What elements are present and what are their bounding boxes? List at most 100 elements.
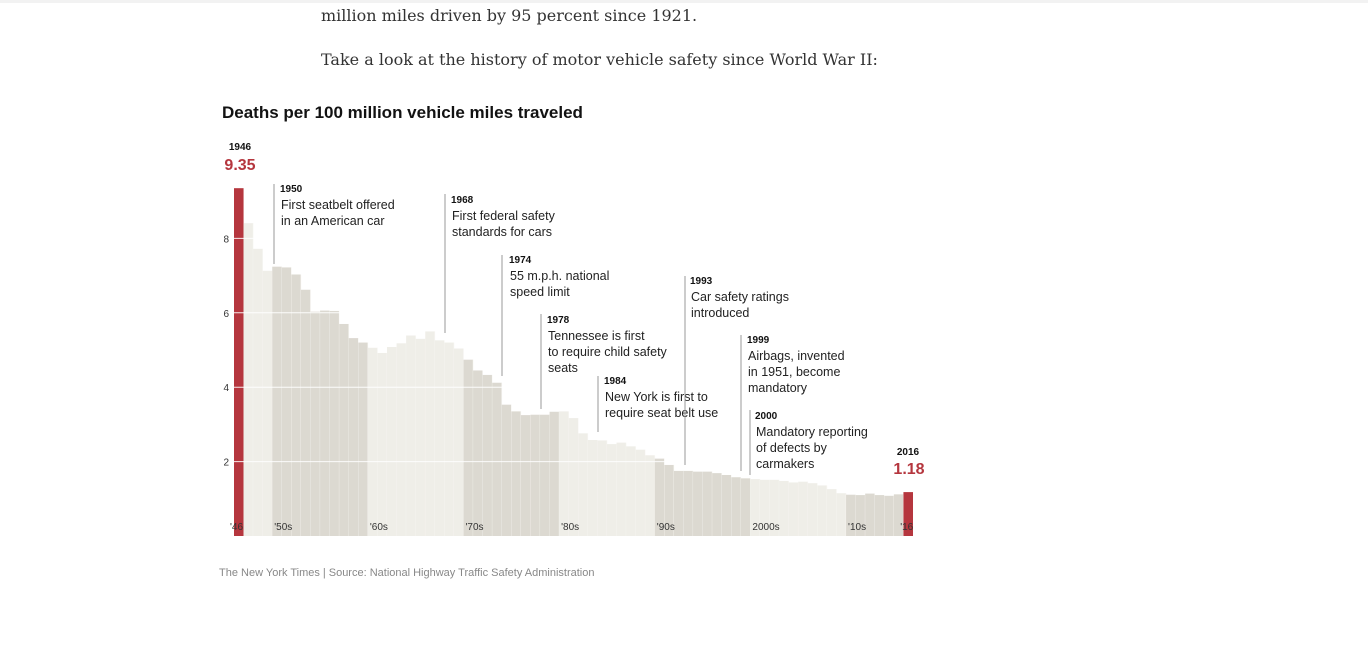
- bar-1963: [396, 343, 407, 536]
- annotation-year: 2000: [755, 411, 778, 422]
- bar-1951: [281, 267, 292, 536]
- annotation-text: speed limit: [510, 285, 570, 299]
- highlight-labels: 1946 9.35 2016 1.18: [224, 142, 924, 478]
- x-tick-label: '70s: [466, 522, 484, 533]
- bar-1950: [272, 266, 282, 536]
- annotation-text: Car safety ratings: [691, 290, 789, 304]
- bar-1946: [234, 188, 244, 536]
- bar-1999: [740, 478, 751, 536]
- bar-1956: [329, 310, 340, 536]
- bar-1998: [731, 477, 741, 536]
- bar-1985: [606, 444, 617, 536]
- annotation-1968: 1968 First federal safety standards for ca…: [444, 194, 556, 333]
- bar-1981: [568, 418, 579, 536]
- bar-1969: [453, 348, 464, 536]
- bar-1955: [320, 310, 330, 536]
- article-paragraph: million miles driven by 95 percent since…: [321, 6, 698, 25]
- bar-1953: [300, 289, 311, 536]
- bar-1965: [415, 338, 426, 536]
- bar-2003: [779, 480, 789, 536]
- bar-2015: [893, 494, 904, 536]
- bar-1957: [339, 323, 349, 536]
- bar-1948: [253, 248, 263, 536]
- annotation-text: introduced: [691, 306, 749, 320]
- x-axis-labels: '46 '50s '60s '70s '80s '90s 2000s '10s '16: [230, 522, 914, 533]
- bar-1987: [626, 446, 636, 536]
- x-tick-label: '60s: [370, 522, 388, 533]
- annotation-year: 1984: [604, 376, 627, 387]
- bar-1949: [262, 270, 273, 536]
- credit-publisher: The New York Times: [219, 567, 320, 579]
- x-tick-label: '80s: [561, 522, 579, 533]
- bar-2005: [798, 481, 808, 536]
- annotation-text: Tennessee is first: [548, 329, 645, 343]
- article-paragraph-intro: Take a look at the history of motor vehi…: [321, 50, 878, 69]
- chart-credit: The New York Times | Source: National High…: [219, 567, 595, 579]
- annotation-1999: 1999 Airbags, invented in 1951, become mand…: [740, 335, 845, 471]
- bar-1980: [559, 411, 569, 536]
- y-grid: 2 4 6 8: [223, 234, 913, 469]
- bar-2013: [874, 495, 885, 536]
- annotation-year: 1993: [690, 276, 713, 287]
- annotations: 1950 First seatbelt offered in an American…: [273, 184, 868, 475]
- annotation-text: require seat belt use: [605, 406, 718, 420]
- bar-1984: [597, 440, 607, 536]
- annotation-year: 1950: [280, 184, 303, 195]
- annotation-1950: 1950 First seatbelt offered in an American…: [273, 184, 395, 264]
- bar-1988: [635, 449, 646, 536]
- annotation-text: New York is first to: [605, 390, 708, 404]
- bar-2006: [807, 483, 818, 536]
- highlight-year: 1946: [229, 142, 252, 153]
- bar-1971: [473, 370, 483, 536]
- bar-2016: [903, 492, 913, 536]
- annotation-text: First seatbelt offered: [281, 198, 395, 212]
- x-tick-label: '10s: [848, 522, 866, 533]
- annotation-2000: 2000 Mandatory reporting of defects by carm…: [749, 410, 868, 475]
- bar-1958: [348, 338, 359, 536]
- annotation-text: Airbags, invented: [748, 349, 845, 363]
- bar-1992: [673, 470, 684, 536]
- annotation-text: in an American car: [281, 214, 385, 228]
- annotation-1974: 1974 55 m.p.h. national speed limit: [501, 255, 609, 376]
- bar-1974: [501, 404, 512, 536]
- bar-1961: [377, 352, 388, 536]
- bar-1994: [693, 471, 703, 536]
- annotation-year: 1999: [747, 335, 770, 346]
- bar-2014: [884, 495, 894, 536]
- annotation-1978: 1978 Tennessee is first to require child s…: [540, 314, 668, 409]
- bar-1967: [434, 340, 445, 536]
- annotation-1984: 1984 New York is first to require seat bel…: [597, 376, 718, 432]
- highlight-year: 2016: [897, 447, 920, 458]
- x-tick-label: '16: [900, 522, 913, 533]
- bar-1972: [482, 374, 493, 536]
- bar-2002: [769, 479, 780, 536]
- bar-1979: [549, 411, 560, 536]
- y-tick-label: 6: [223, 309, 229, 320]
- x-tick-label: '46: [230, 522, 243, 533]
- annotation-text: carmakers: [756, 457, 814, 471]
- bar-1959: [358, 342, 368, 536]
- bar-1954: [310, 311, 321, 536]
- bar-1986: [616, 442, 627, 536]
- top-border: [0, 0, 1368, 3]
- bar-2010: [846, 494, 856, 536]
- credit-separator: |: [322, 567, 326, 579]
- bar-2000: [750, 479, 760, 536]
- bar-1993: [683, 470, 694, 536]
- annotation-year: 1968: [451, 195, 474, 206]
- bar-1960: [367, 347, 378, 536]
- bar-2007: [817, 485, 827, 536]
- bar-1947: [243, 223, 254, 536]
- annotation-text: of defects by: [756, 441, 828, 455]
- annotation-year: 1978: [547, 315, 570, 326]
- annotation-year: 1974: [509, 255, 532, 266]
- bar-1991: [664, 464, 674, 536]
- chart-title: Deaths per 100 million vehicle miles tra…: [222, 103, 583, 122]
- bar-1977: [530, 414, 541, 536]
- bar-1970: [463, 359, 474, 536]
- bar-2004: [788, 482, 799, 536]
- annotation-1993: 1993 Car safety ratings introduced: [684, 276, 789, 465]
- x-tick-label: '50s: [274, 522, 292, 533]
- bar-1962: [387, 347, 397, 536]
- x-tick-label: 2000s: [752, 522, 779, 533]
